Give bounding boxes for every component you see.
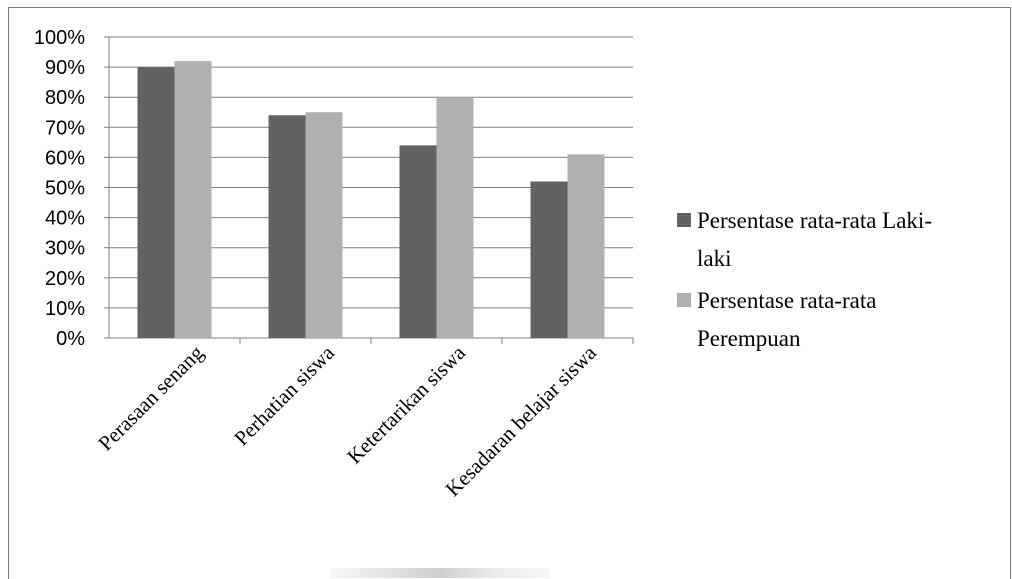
bar-perempuan [567,154,605,338]
y-tick-label: 10% [45,298,85,320]
legend-label: Persentase rata-rata [697,288,876,313]
x-category-label: Perasaan senang [93,340,208,455]
y-tick-label: 100% [34,27,85,49]
y-tick-label: 40% [45,208,85,230]
y-tick-label: 60% [45,147,85,169]
y-tick-label: 20% [45,268,85,290]
bar-laki-laki [530,181,568,338]
bar-laki-laki [137,67,175,338]
y-tick-label: 90% [45,57,85,79]
bar-laki-laki [268,115,306,338]
bar-perempuan [305,112,343,338]
x-category-label: Kesadaran belajar siswa [441,340,602,501]
legend-label: Perempuan [697,326,801,351]
legend-swatch [677,293,691,307]
y-tick-label: 50% [45,178,85,200]
legend-swatch [677,213,691,227]
bar-perempuan [174,61,212,339]
chart-frame [8,7,1011,579]
y-tick-label: 80% [45,87,85,109]
x-category-label: Perhatian siswa [229,340,339,450]
x-category-label: Ketertarikan siswa [342,340,470,468]
y-tick-label: 70% [45,117,85,139]
y-tick-label: 0% [56,328,85,350]
bar-laki-laki [399,145,437,338]
legend-label: laki [697,246,732,271]
scan-artifact [330,568,550,578]
legend-label: Persentase rata-rata Laki- [697,208,932,233]
bar-perempuan [436,97,474,338]
y-tick-label: 30% [45,238,85,260]
